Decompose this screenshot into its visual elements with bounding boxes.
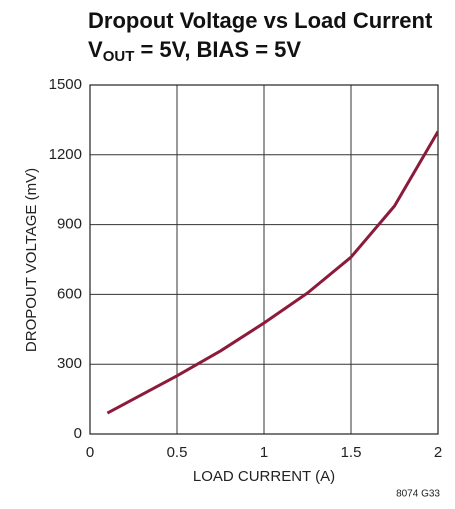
y-tick-label: 0: [74, 425, 82, 442]
plot-frame: [89, 84, 439, 435]
data-line: [106, 130, 438, 415]
subtitle-rest: = 5V, BIAS = 5V: [134, 37, 301, 62]
y-tick-label: 600: [57, 285, 82, 302]
x-tick-label: 2: [434, 444, 442, 461]
y-tick-label: 1500: [49, 76, 82, 93]
y-tick-label: 300: [57, 355, 82, 372]
y-tick-label: 1200: [49, 146, 82, 163]
chart-title: Dropout Voltage vs Load Current: [88, 8, 433, 33]
subtitle-subscript: OUT: [103, 48, 135, 65]
chart-subtitle: VOUT = 5V, BIAS = 5V: [88, 37, 301, 65]
x-tick-label: 1: [260, 444, 268, 461]
x-tick-label: 1.5: [341, 444, 362, 461]
y-axis-label: DROPOUT VOLTAGE (mV): [23, 168, 40, 352]
y-tick-label: 900: [57, 216, 82, 233]
x-tick-label: 0.5: [167, 444, 188, 461]
x-axis-label: LOAD CURRENT (A): [193, 468, 335, 485]
subtitle-main: V: [88, 37, 103, 62]
x-tick-label: 0: [86, 444, 94, 461]
footnote: 8074 G33: [396, 489, 440, 500]
